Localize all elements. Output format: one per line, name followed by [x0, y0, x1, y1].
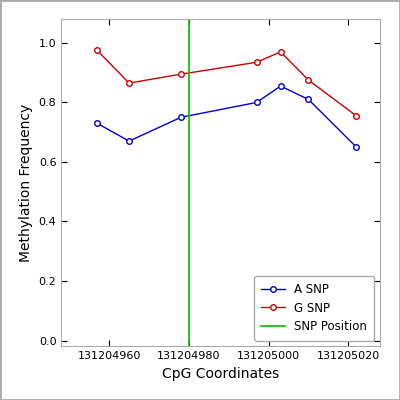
G SNP — [254, 60, 259, 65]
A SNP — [354, 145, 359, 150]
Y-axis label: Methylation Frequency: Methylation Frequency — [19, 104, 33, 262]
Line: G SNP: G SNP — [94, 48, 359, 119]
A SNP — [178, 115, 183, 120]
G SNP — [178, 72, 183, 76]
A SNP — [254, 100, 259, 105]
A SNP — [306, 97, 311, 102]
A SNP — [95, 121, 100, 126]
G SNP — [354, 114, 359, 118]
A SNP — [278, 84, 283, 88]
G SNP — [95, 48, 100, 53]
G SNP — [127, 81, 132, 86]
G SNP — [306, 78, 311, 82]
A SNP — [127, 139, 132, 144]
X-axis label: CpG Coordinates: CpG Coordinates — [162, 367, 279, 381]
Line: A SNP: A SNP — [94, 83, 359, 150]
Legend: A SNP, G SNP, SNP Position: A SNP, G SNP, SNP Position — [254, 276, 374, 340]
G SNP — [278, 50, 283, 54]
